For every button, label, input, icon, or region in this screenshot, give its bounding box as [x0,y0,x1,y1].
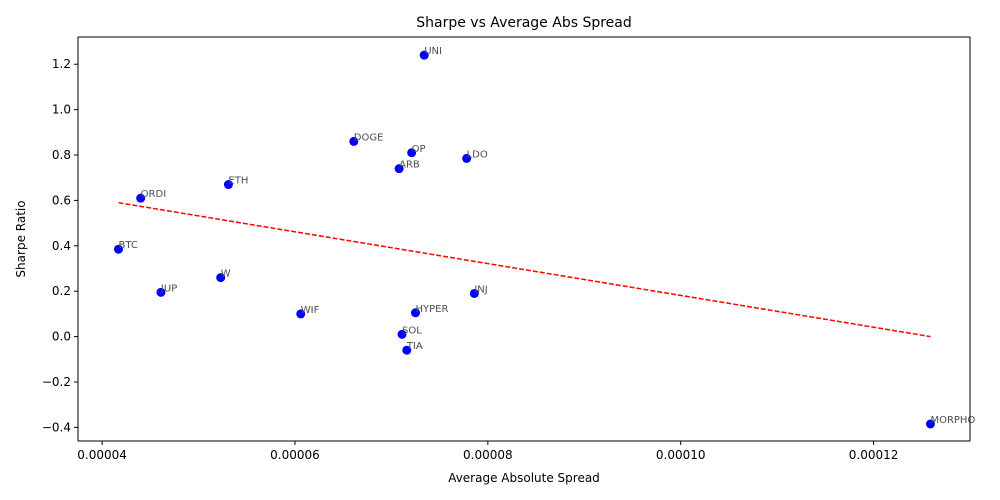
point-label-inj: INJ [474,284,487,295]
data-point-hyper [411,308,421,318]
data-point-ldo [462,153,472,163]
x-axis-title: Average Absolute Spread [448,471,600,485]
x-tick-label: 0.00010 [656,448,706,462]
data-point-wif [296,309,306,319]
x-tick-label: 0.00004 [77,448,127,462]
point-label-eth: ETH [228,176,248,187]
x-tick-label: 0.00012 [849,448,899,462]
point-label-arb: ARB [399,160,420,171]
y-tick-label: 1.2 [52,57,71,71]
data-point-sol [397,329,407,339]
y-tick-label: 0.0 [52,330,71,344]
point-label-wif: WIF [301,305,320,316]
y-tick-label: −0.2 [42,375,71,389]
point-label-doge: DOGE [354,132,384,143]
point-label-w: W [221,269,231,280]
plot-area-frame [77,36,971,442]
point-label-ordi: ORDI [141,189,166,200]
data-point-doge [349,136,359,146]
y-tick-label: 1.0 [52,103,71,117]
data-point-morpho [925,419,935,429]
data-point-eth [223,180,233,190]
x-tick-label: 0.00006 [270,448,320,462]
points-layer: UNI DOGE OP LDO ARB ETH ORDI BTC W JUP INJ WIF HYPER… [114,46,975,429]
data-point-jup [156,287,166,297]
point-label-uni: UNI [424,46,442,57]
trendline-layer [118,201,931,338]
y-tick-label: −0.4 [42,420,71,434]
y-axis-title: Sharpe Ratio [14,200,28,277]
point-label-op: OP [412,144,426,155]
data-point-inj [469,288,479,298]
x-tick-label: 0.00008 [463,448,513,462]
data-point-w [216,273,226,283]
y-tick-label: 0.6 [52,193,71,207]
y-tick-label: 0.2 [52,284,71,298]
data-point-op [407,148,417,158]
point-label-btc: BTC [119,240,138,251]
point-label-hyper: HYPER [416,304,449,315]
point-label-jup: JUP [160,283,177,294]
y-tick-label: 0.4 [52,239,71,253]
data-point-ordi [136,193,146,203]
y-tick-label: 0.8 [52,148,71,162]
point-label-morpho: MORPHO [930,415,975,426]
data-point-tia [402,345,412,355]
point-label-ldo: LDO [467,149,488,160]
point-label-tia: TIA [406,341,423,352]
data-point-uni [419,50,429,60]
axis-ticks: 0.00004 0.00006 0.00008 0.00010 0.00012 −0.4 −… [42,57,899,462]
chart-title: Sharpe vs Average Abs Spread [416,15,632,31]
point-label-sol: SOL [402,325,422,336]
data-point-btc [114,244,124,254]
trendline [118,201,931,338]
data-point-arb [394,164,404,174]
